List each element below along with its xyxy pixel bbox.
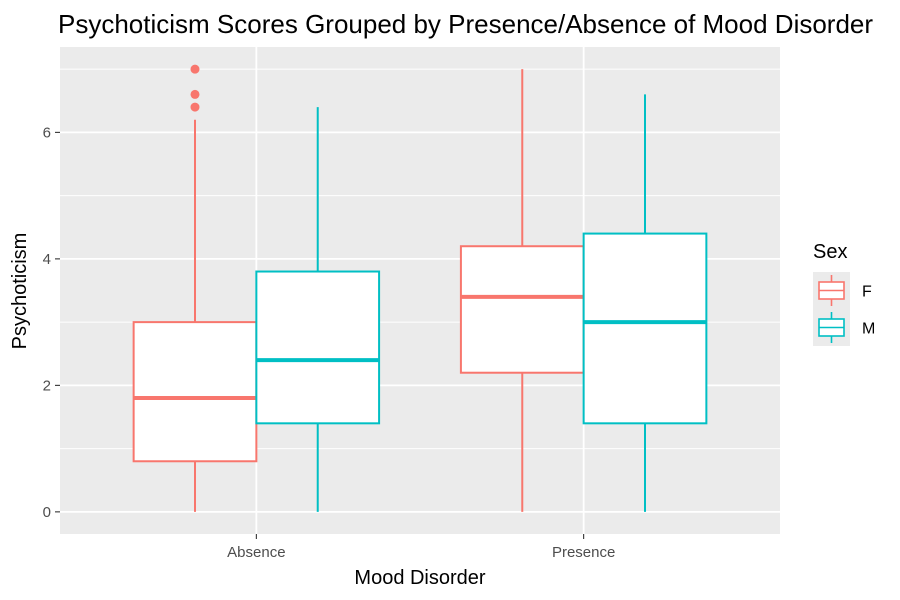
x-tick-label: Absence bbox=[227, 544, 285, 561]
chart-title: Psychoticism Scores Grouped by Presence/… bbox=[58, 9, 873, 39]
y-axis: 0 2 4 6 bbox=[43, 124, 60, 521]
y-tick-label: 0 bbox=[43, 504, 51, 521]
legend: Sex FM bbox=[813, 241, 875, 346]
y-tick-label: 4 bbox=[43, 251, 51, 268]
legend-label: M bbox=[862, 321, 875, 338]
box-M-Presence bbox=[582, 94, 708, 512]
box-F-Absence bbox=[132, 64, 258, 512]
box-iqr bbox=[132, 321, 258, 463]
box-M-Absence bbox=[255, 107, 381, 512]
legend-items: FM bbox=[813, 272, 875, 346]
box-iqr bbox=[255, 270, 381, 425]
outlier-point bbox=[190, 64, 200, 74]
box-iqr bbox=[459, 245, 585, 374]
y-tick-label: 6 bbox=[43, 124, 51, 141]
x-axis: Absence Presence bbox=[227, 534, 615, 561]
box-F-Presence bbox=[459, 69, 585, 512]
outlier-point bbox=[190, 89, 200, 99]
legend-label: F bbox=[862, 284, 872, 301]
box-series-layer bbox=[132, 64, 708, 512]
legend-title: Sex bbox=[813, 241, 847, 263]
x-axis-title: Mood Disorder bbox=[354, 567, 486, 589]
legend-key-M: M bbox=[813, 309, 875, 346]
y-axis-title: Psychoticism bbox=[9, 233, 31, 350]
x-tick-label: Presence bbox=[552, 544, 615, 561]
legend-key-F: F bbox=[813, 272, 872, 309]
y-tick-label: 2 bbox=[43, 377, 51, 394]
outlier-point bbox=[190, 102, 200, 112]
box-iqr bbox=[582, 232, 708, 425]
